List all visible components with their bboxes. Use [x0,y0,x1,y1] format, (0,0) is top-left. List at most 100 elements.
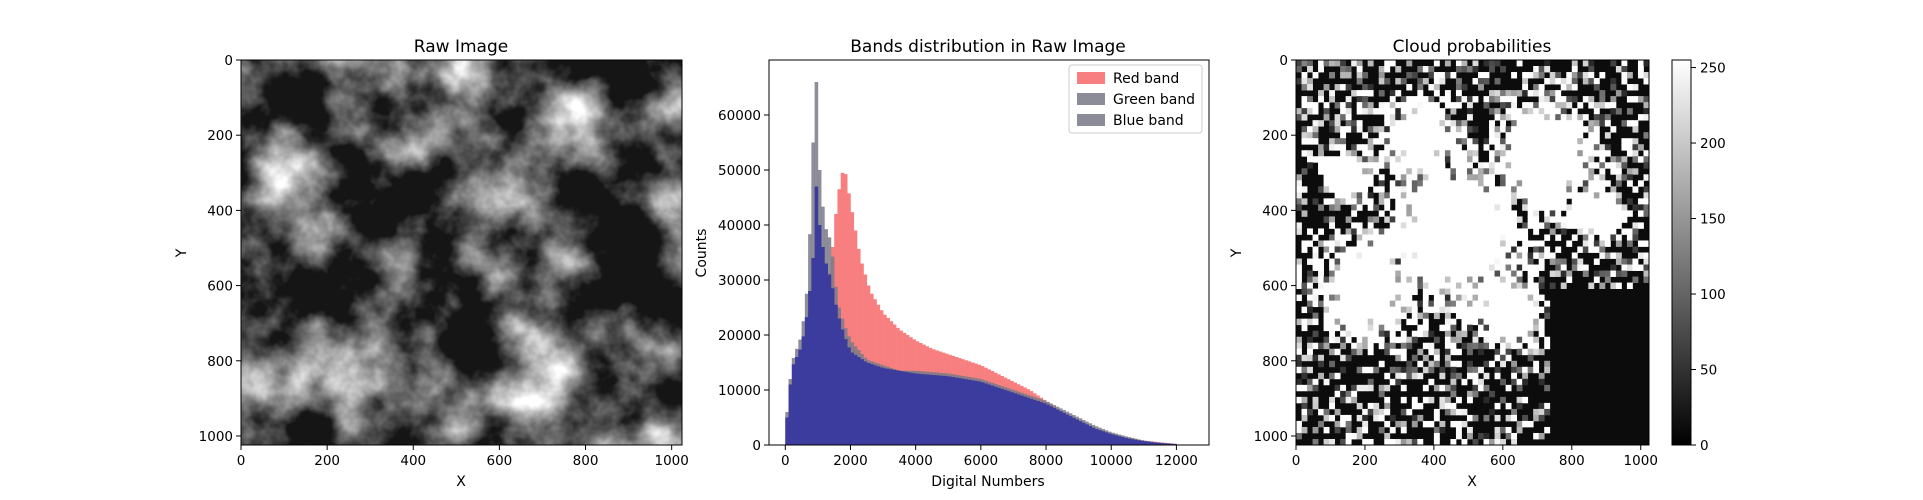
series-blue-band [785,186,1177,445]
histogram-bar [971,380,975,445]
x-tick-label: 800 [1559,453,1585,469]
histogram-bar [997,387,1001,445]
histogram-bar [808,291,812,445]
histogram-bar [817,225,822,445]
y-tick-label: 10000 [718,383,761,399]
histogram-bar [935,375,939,445]
raw-image-xlabel: X [456,474,466,490]
y-tick-label: 200 [1262,128,1288,144]
histogram-bar [1000,388,1004,445]
histogram-ticks: 0 2000 4000 6000 8000 10000 12000 0 10000 20000 30… [718,108,1198,469]
histogram-bar [876,366,881,445]
legend-swatch-blue [1077,114,1105,126]
y-tick-label: 0 [224,53,233,69]
histogram-bar [843,174,848,445]
y-tick-label: 800 [1262,354,1288,370]
histogram-bar [1091,427,1096,445]
histogram-bar [1104,432,1109,445]
histogram-bar [1072,417,1076,445]
histogram-bar [980,382,985,445]
raw-image-frame [240,59,683,446]
histogram-bar [964,379,969,445]
histogram-bar [1006,391,1011,445]
histogram-bar [1059,411,1063,445]
x-tick-label: 400 [400,453,426,469]
histogram-bar [1147,441,1151,445]
histogram-bar [1094,429,1099,445]
histogram-bar [931,375,936,445]
histogram-bar [834,304,838,445]
colorbar-tick-label: 100 [1700,287,1726,303]
histogram-bar [827,274,832,445]
histogram-bar [984,383,988,445]
legend-label-red: Red band [1113,71,1179,87]
histogram-frame [768,59,1210,446]
x-tick-label: 400 [1421,453,1447,469]
y-tick-label: 40000 [718,218,761,234]
y-tick-label: 800 [207,354,233,370]
histogram-bar [866,363,871,445]
cloud-probabilities-title: Cloud probabilities [1393,37,1552,57]
histogram-bar [912,373,916,445]
histogram-bar [938,375,943,445]
histogram-title: Bands distribution in Raw Image [850,37,1126,57]
histogram-xlabel: Digital Numbers [931,474,1044,490]
x-tick-label: 4000 [898,453,932,469]
histogram-bar [1111,434,1115,445]
histogram-bar [1049,406,1053,445]
x-tick-label: 0 [781,453,790,469]
histogram-bar [922,374,926,445]
histogram-bar [837,318,842,445]
histogram-bar [886,368,890,445]
histogram-bar [1098,430,1102,445]
histogram-bar [1019,395,1024,445]
cloud-probabilities-heatmap [1296,60,1650,446]
histogram-bar [961,378,965,445]
histogram-bar [824,263,828,445]
histogram-bar [909,372,913,445]
histogram-bar [974,380,978,445]
colorbar [1671,59,1692,446]
histogram-bar [1137,440,1141,445]
histogram-bar [1013,393,1018,445]
histogram-bar [840,172,845,445]
histogram-bar [1150,442,1154,445]
x-tick-label: 10000 [1090,453,1133,469]
histogram-bar [1046,404,1050,445]
histogram-bar [853,230,858,445]
histogram-bar [860,359,864,445]
histogram-bar [814,186,819,445]
histogram-bar [870,364,874,445]
histogram-bar [945,376,949,445]
histogram-bar [1114,435,1119,445]
histogram-bar [1127,438,1132,445]
x-tick-label: 8000 [1029,453,1063,469]
x-tick-label: 6000 [964,453,998,469]
histogram-bar [791,364,796,445]
histogram-bar [785,417,789,445]
histogram-bar [1163,443,1167,445]
y-tick-label: 0 [1279,53,1288,69]
x-tick-label: 200 [1352,453,1378,469]
histogram-bar [1023,396,1027,445]
histogram-bar [1130,439,1135,445]
x-tick-label: 12000 [1155,453,1198,469]
histogram-bar [1117,436,1122,445]
histogram-bar [830,288,835,445]
histogram-bar [853,354,858,445]
y-tick-label: 1000 [199,429,233,445]
histogram-bar [1016,394,1021,445]
histogram-bar [1042,403,1047,445]
legend-swatch-red [1077,72,1105,84]
histogram-bar [857,357,861,445]
histogram-bar [1039,402,1044,445]
histogram-bar [1156,442,1161,445]
x-tick-label: 600 [487,453,513,469]
histogram-bar [1078,421,1083,445]
histogram-bar [951,377,956,445]
x-tick-label: 0 [1292,453,1301,469]
histogram-bar [948,376,952,445]
